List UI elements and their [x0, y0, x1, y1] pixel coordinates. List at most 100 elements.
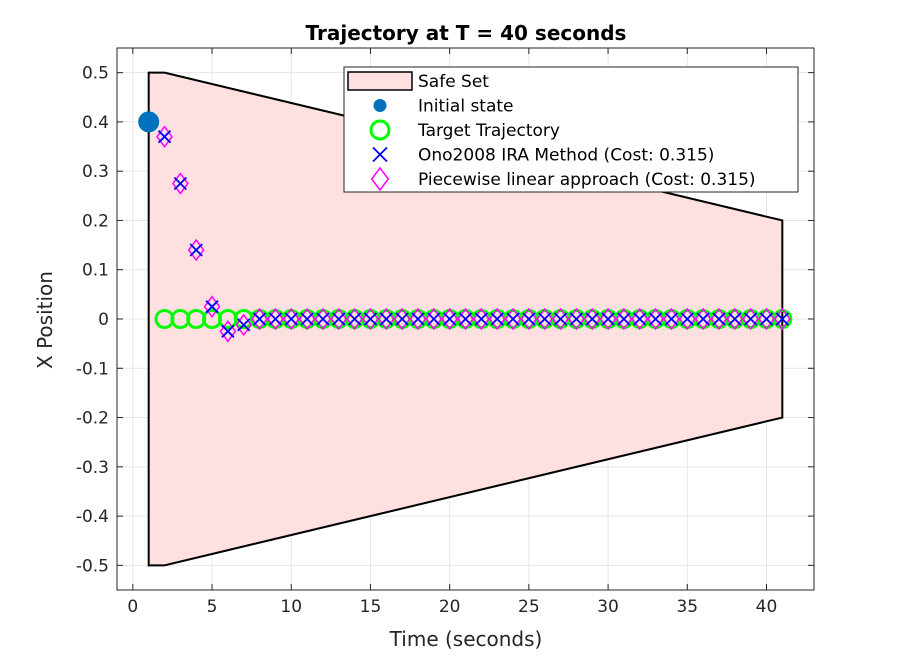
legend: Safe Set Initial state Target Trajectory On… — [343, 66, 799, 193]
diamond-marker — [425, 307, 443, 331]
y-tick-label: -0.4 — [76, 507, 109, 527]
diamond-marker — [457, 307, 474, 331]
x-marker — [395, 312, 409, 326]
x-marker-stroke — [189, 243, 203, 257]
x-marker — [443, 312, 457, 326]
diamond-marker — [346, 307, 364, 331]
diamond-marker — [678, 307, 696, 331]
diamond-marker — [409, 307, 427, 331]
legend-entry-label: Safe Set — [418, 72, 489, 92]
diamond-marker — [773, 307, 791, 331]
x-tick-label: 15 — [360, 597, 382, 617]
x-marker-stroke — [474, 312, 488, 326]
x-marker-stroke — [316, 312, 330, 326]
diamond-marker — [599, 307, 617, 331]
x-marker-stroke — [712, 312, 726, 326]
legend-circle-marker — [369, 119, 391, 141]
x-marker-stroke — [617, 312, 631, 326]
x-marker — [411, 312, 425, 326]
x-marker-stroke — [585, 312, 599, 326]
diamond-marker — [488, 307, 506, 331]
diamond-marker — [726, 307, 744, 331]
x-marker-stroke — [775, 312, 789, 326]
x-marker-stroke — [221, 324, 235, 338]
diamond-marker — [441, 307, 459, 331]
x-marker-stroke — [427, 312, 441, 326]
x-marker-stroke — [759, 312, 774, 326]
diamond-marker — [171, 172, 189, 195]
x-tick-label: 0 — [127, 597, 138, 617]
x-marker — [775, 312, 789, 326]
diamond-marker — [647, 307, 665, 331]
x-marker — [522, 312, 536, 326]
y-tick-label: 0.3 — [82, 162, 109, 182]
filled-circle-marker — [138, 111, 160, 133]
chart-title: Trajectory at T = 40 seconds — [306, 21, 627, 45]
x-marker — [379, 312, 393, 326]
legend-entry-label: Ono2008 IRA Method (Cost: 0.315) — [418, 146, 714, 166]
legend-safe-set-swatch — [347, 71, 413, 91]
y-tick-label: -0.1 — [76, 359, 109, 379]
x-marker — [189, 243, 203, 257]
x-marker — [268, 312, 283, 326]
x-marker — [347, 312, 362, 326]
x-tick-label: 5 — [207, 597, 218, 617]
x-marker-stroke — [268, 312, 283, 326]
x-marker — [728, 312, 742, 326]
x-marker-stroke — [347, 312, 362, 326]
x-tick-label: 30 — [597, 597, 619, 617]
x-marker-stroke — [553, 312, 568, 326]
x-marker — [284, 312, 298, 326]
x-marker — [553, 312, 568, 326]
diamond-marker — [219, 320, 237, 343]
x-tick-label: 25 — [518, 597, 540, 617]
y-tick-label: -0.2 — [76, 409, 109, 429]
x-marker — [221, 324, 235, 338]
diamond-marker — [156, 125, 173, 148]
diamond-marker — [662, 307, 680, 331]
diamond-marker — [520, 307, 538, 331]
x-marker-stroke — [458, 312, 473, 326]
diamond-marker — [266, 307, 284, 331]
x-tick-label: 10 — [280, 597, 302, 617]
x-marker — [712, 312, 726, 326]
x-marker-stroke — [664, 312, 679, 326]
x-marker — [633, 312, 647, 326]
diamond-marker — [251, 307, 269, 331]
y-tick-label: -0.3 — [76, 458, 109, 478]
diamond-marker — [377, 307, 395, 331]
diamond-marker — [631, 307, 649, 331]
diamond-marker — [282, 307, 300, 331]
y-tick-label: 0.1 — [82, 261, 109, 281]
x-marker-stroke — [443, 312, 457, 326]
diamond-marker — [742, 307, 760, 331]
diamond-marker — [187, 238, 205, 262]
x-marker-stroke — [538, 312, 552, 326]
x-marker — [506, 312, 520, 326]
y-tick-label: 0.2 — [82, 211, 109, 231]
y-axis-label: X Position — [33, 271, 57, 369]
diamond-marker — [552, 307, 569, 331]
x-marker-stroke — [173, 176, 188, 191]
x-marker — [237, 318, 251, 332]
x-marker-stroke — [284, 312, 298, 326]
x-marker-stroke — [252, 312, 267, 326]
x-marker-stroke — [395, 312, 409, 326]
legend-diamond-marker — [370, 166, 390, 192]
x-marker-stroke — [506, 312, 520, 326]
x-marker-stroke — [696, 312, 710, 326]
x-marker — [157, 130, 172, 144]
legend-entry-label: Initial state — [418, 97, 514, 117]
x-marker — [538, 312, 552, 326]
diamond-marker — [583, 307, 601, 331]
x-marker-stroke — [648, 312, 663, 326]
diamond-marker — [710, 307, 728, 331]
x-axis-label: Time (seconds) — [389, 627, 543, 651]
x-marker-stroke — [728, 312, 742, 326]
diamond-marker — [758, 307, 775, 331]
x-marker-stroke — [363, 312, 378, 326]
x-tick-label: 20 — [439, 597, 461, 617]
x-marker-stroke — [633, 312, 647, 326]
x-marker — [332, 312, 346, 326]
x-marker-stroke — [332, 312, 346, 326]
